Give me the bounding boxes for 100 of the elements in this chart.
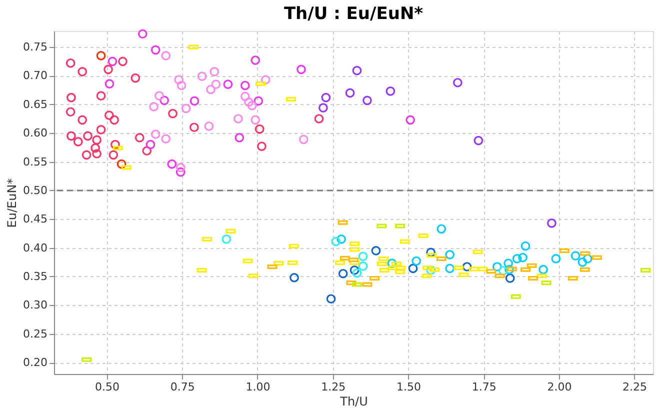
- point: [338, 268, 348, 278]
- y-tick-label: 0.30: [23, 298, 48, 312]
- x-tick-label: 2.00: [547, 380, 572, 394]
- point: [547, 218, 556, 228]
- y-tick-label: 0.75: [23, 40, 48, 54]
- point: [234, 133, 244, 142]
- y-tick-label: 0.55: [23, 155, 48, 168]
- point: [96, 124, 106, 134]
- point: [138, 29, 148, 39]
- point: [505, 274, 515, 283]
- point: [257, 142, 266, 151]
- y-tick-label: 0.60: [23, 126, 48, 140]
- point: [260, 75, 270, 84]
- point: [82, 150, 92, 160]
- point: [240, 80, 250, 90]
- point: [582, 254, 592, 264]
- point: [66, 107, 76, 117]
- point: [211, 80, 221, 90]
- point: [296, 64, 306, 74]
- x-tick-label: 2.25: [622, 380, 648, 394]
- point: [134, 133, 144, 142]
- point: [146, 140, 156, 150]
- point: [445, 250, 454, 260]
- point: [462, 262, 472, 272]
- point: [96, 91, 106, 100]
- point: [92, 149, 102, 158]
- point: [345, 88, 355, 98]
- point: [326, 294, 336, 304]
- point: [362, 96, 372, 106]
- point: [66, 92, 76, 102]
- point: [551, 254, 561, 264]
- point: [174, 75, 184, 84]
- x-tick-label: 1.25: [321, 380, 346, 394]
- point: [504, 258, 513, 268]
- point: [223, 80, 233, 90]
- point: [160, 96, 170, 106]
- point: [250, 56, 260, 65]
- point: [83, 131, 92, 141]
- point: [247, 100, 257, 110]
- point: [254, 96, 264, 106]
- x-axis-title: Th/U: [339, 394, 368, 408]
- point: [118, 56, 128, 66]
- y-tick-label: 0.45: [23, 212, 48, 226]
- point: [73, 137, 83, 146]
- point: [426, 248, 436, 258]
- chart-title: Th/U : Eu/EuN*: [284, 4, 424, 24]
- point: [406, 115, 415, 125]
- point: [176, 167, 186, 177]
- y-tick-label: 0.35: [23, 270, 48, 283]
- x-tick-label: 0.50: [95, 380, 120, 394]
- point: [436, 224, 446, 234]
- point: [104, 110, 114, 120]
- y-axis-title: Eu/EuN*: [5, 178, 20, 228]
- point: [161, 134, 171, 144]
- point: [350, 266, 360, 275]
- point: [66, 58, 76, 68]
- point: [314, 114, 324, 124]
- y-tick-label: 0.40: [23, 241, 48, 254]
- point: [321, 92, 331, 102]
- point: [167, 159, 177, 169]
- point: [176, 80, 186, 90]
- point: [492, 262, 502, 272]
- point: [92, 135, 102, 145]
- point: [204, 122, 214, 131]
- point: [426, 266, 436, 275]
- point: [154, 91, 164, 100]
- point: [352, 268, 362, 278]
- point: [130, 73, 140, 83]
- point: [358, 262, 368, 271]
- point: [331, 236, 341, 246]
- point: [512, 254, 522, 264]
- point: [108, 150, 118, 160]
- point: [190, 96, 200, 106]
- point: [108, 56, 118, 66]
- point: [318, 103, 328, 113]
- x-tick-label: 1.50: [396, 380, 421, 394]
- point: [352, 66, 362, 76]
- point: [504, 264, 514, 274]
- point: [498, 266, 508, 276]
- point: [190, 122, 199, 132]
- x-tick-label: 1.00: [246, 380, 270, 394]
- point: [104, 64, 113, 74]
- y-tick-label: 0.50: [23, 184, 48, 197]
- point: [96, 51, 106, 60]
- point: [520, 241, 530, 251]
- point: [538, 264, 548, 274]
- x-tick-label: 1.75: [472, 380, 496, 394]
- y-tick-label: 0.20: [23, 356, 48, 370]
- point: [445, 264, 454, 274]
- point: [168, 108, 178, 118]
- y-tick-label: 0.70: [23, 69, 48, 82]
- y-tick-label: 0.65: [23, 98, 48, 111]
- point: [371, 246, 381, 256]
- point: [149, 102, 158, 112]
- point: [181, 104, 191, 114]
- point: [66, 131, 76, 141]
- point: [474, 136, 484, 146]
- point: [250, 115, 260, 125]
- point: [298, 134, 308, 144]
- point: [210, 67, 220, 76]
